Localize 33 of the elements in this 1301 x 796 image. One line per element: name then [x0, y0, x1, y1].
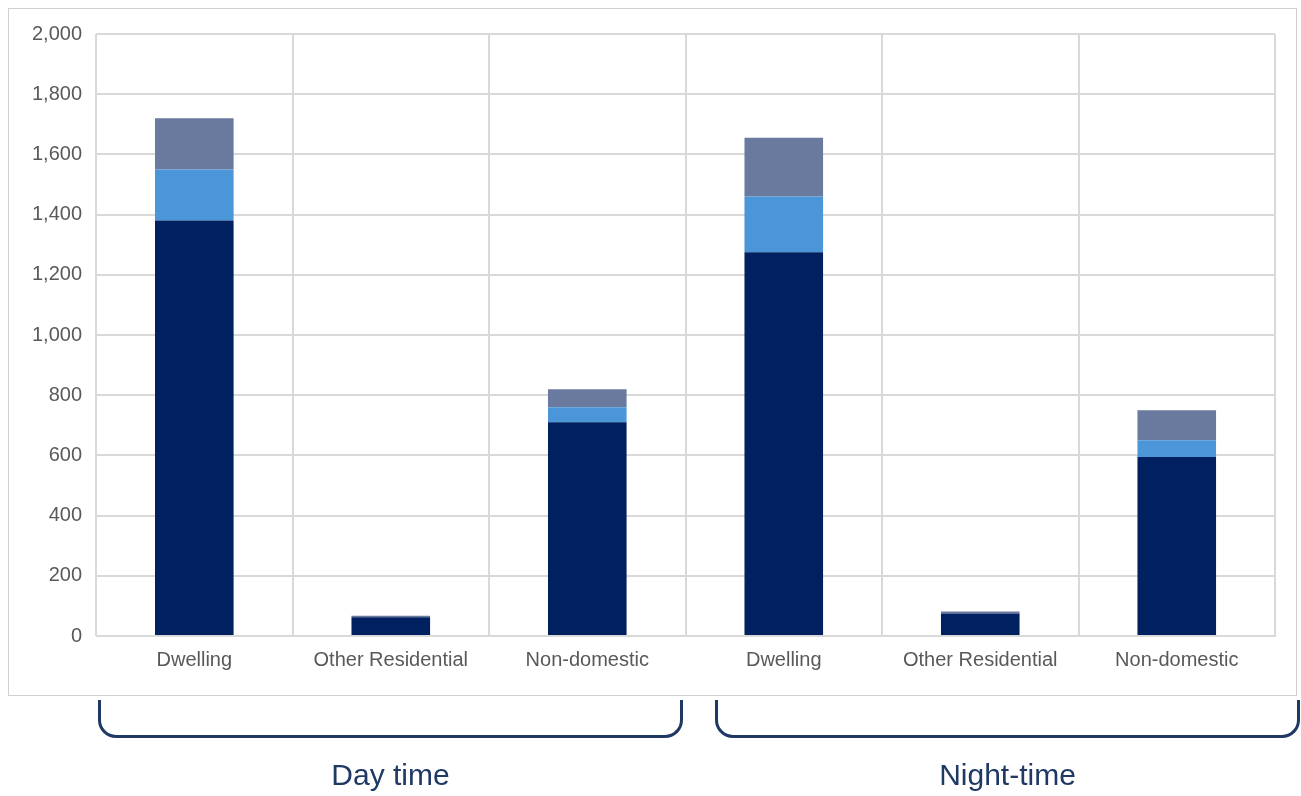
y-tick-label: 600 [48, 442, 83, 465]
y-tick-label: 1,600 [31, 141, 83, 164]
bar [744, 252, 824, 635]
y-tick-label: 200 [48, 563, 83, 586]
bar [155, 220, 234, 635]
x-tick-label: Dwelling [156, 647, 233, 670]
x-tick-label: Non-domestic [1115, 647, 1239, 670]
x-tick-label: Other Residential [313, 647, 469, 670]
bar [940, 613, 1020, 635]
x-tick-label: Dwelling [745, 647, 822, 670]
x-tick-label: Non-domestic [525, 647, 649, 670]
bar [744, 196, 824, 253]
y-tick-label: 1,400 [31, 202, 83, 225]
bar [1137, 410, 1217, 441]
bar [1137, 456, 1217, 635]
bar [744, 137, 824, 197]
x-tick-label: Other Residential [903, 647, 1058, 670]
y-tick-label: 1,000 [31, 322, 83, 345]
y-tick-label: 0 [70, 623, 83, 646]
y-tick-label: 2,000 [31, 21, 83, 44]
bar [155, 169, 234, 221]
y-tick-label: 800 [48, 382, 83, 405]
bar [547, 407, 627, 423]
y-tick-label: 1,800 [31, 81, 83, 104]
bar [155, 118, 234, 170]
bar [351, 617, 431, 635]
text: Night-time [938, 758, 1077, 792]
bar [1137, 440, 1217, 457]
y-tick-label: 400 [48, 503, 83, 526]
bar [547, 422, 627, 635]
y-tick-label: 1,200 [31, 262, 83, 285]
text: Day time [330, 758, 451, 792]
bar [547, 389, 627, 408]
